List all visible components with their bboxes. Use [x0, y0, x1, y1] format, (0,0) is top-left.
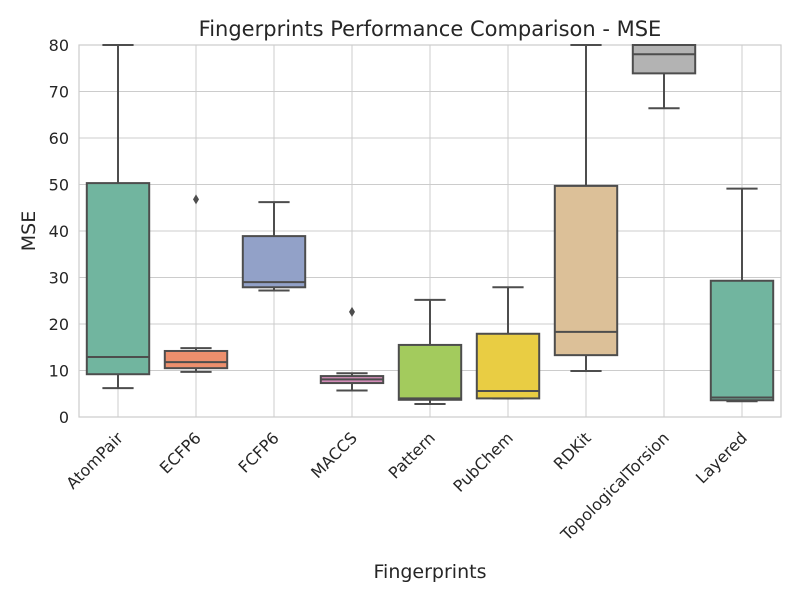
iqr-box [709, 279, 775, 402]
box-group [475, 286, 541, 400]
x-tick-label: AtomPair [62, 428, 127, 493]
x-tick-label: MACCS [307, 428, 361, 482]
y-tick-label: 50 [49, 176, 69, 195]
plot-frame [78, 44, 782, 418]
box-group [553, 44, 619, 372]
x-tick-label: Pattern [385, 428, 439, 482]
chart-title: Fingerprints Performance Comparison - MS… [199, 17, 662, 41]
outlier-point [349, 306, 355, 317]
y-tick-label: 10 [49, 362, 69, 381]
x-axis-label: Fingerprints [374, 561, 487, 583]
x-tick-label: RDKit [550, 428, 595, 473]
iqr-box [475, 332, 541, 400]
box-group [709, 187, 775, 403]
iqr-box [241, 235, 307, 289]
box-group [241, 201, 307, 292]
outlier-point [193, 194, 199, 205]
box-group [397, 298, 463, 405]
iqr-box [553, 184, 619, 357]
y-tick-labels: 0 10 20 30 40 50 60 70 80 [49, 36, 69, 427]
y-tick-label: 40 [49, 222, 69, 241]
box-group [631, 44, 697, 110]
x-tick-label: FCFP6 [234, 428, 282, 476]
x-tick-label: ECFP6 [156, 428, 205, 477]
x-tick-labels: AtomPair ECFP6 FCFP6 MACCS Pattern PubChem RDK… [62, 428, 750, 545]
x-tick-label: PubChem [449, 428, 516, 495]
box-group [163, 194, 229, 373]
y-tick-label: 20 [49, 315, 69, 334]
y-tick-label: 30 [49, 269, 69, 288]
y-tick-label: 70 [49, 83, 69, 102]
boxes [85, 44, 775, 405]
y-tick-label: 0 [59, 408, 69, 427]
box-group [319, 306, 385, 392]
box-group [85, 44, 151, 390]
iqr-box [631, 44, 697, 75]
y-tick-label: 60 [49, 129, 69, 148]
iqr-box [85, 182, 151, 376]
iqr-box [163, 349, 229, 370]
y-tick-label: 80 [49, 36, 69, 55]
x-tick-label: Layered [692, 428, 751, 487]
iqr-box [397, 343, 463, 401]
y-axis-label: MSE [18, 211, 40, 251]
